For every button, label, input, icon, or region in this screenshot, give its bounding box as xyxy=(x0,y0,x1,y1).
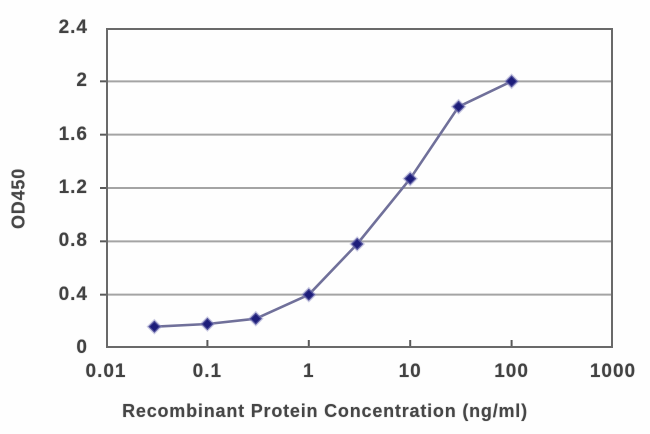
curve-line xyxy=(153,79,513,329)
x-tick-label: 0.1 xyxy=(192,361,223,382)
y-tick-label: 2.4 xyxy=(58,17,88,38)
x-tick-label: 0.01 xyxy=(85,361,127,382)
y-tick-label: 2 xyxy=(76,70,88,92)
data-point-marker xyxy=(349,236,366,252)
data-point-marker xyxy=(503,73,520,90)
y-tick-label: 0.8 xyxy=(58,230,88,252)
x-tick-label: 1 xyxy=(303,361,315,382)
y-tick-label: 1.6 xyxy=(58,123,88,145)
x-tick-label: 100 xyxy=(494,361,529,382)
plot-frame xyxy=(106,28,613,348)
data-point-marker xyxy=(402,170,419,187)
data-point-marker xyxy=(146,318,163,335)
y-tick-label: 1.2 xyxy=(58,177,88,198)
plot-area xyxy=(100,28,613,348)
y-tick-label: 0 xyxy=(76,337,88,358)
x-tick-label: 1000 xyxy=(589,361,637,382)
x-tick-label: 10 xyxy=(398,361,422,382)
data-point-marker xyxy=(300,286,317,303)
x-axis-title: Recombinant Protein Concentration (ng/ml… xyxy=(122,401,528,421)
data-point-marker xyxy=(450,98,467,115)
data-point-marker xyxy=(247,310,264,327)
y-tick-label: 0.4 xyxy=(58,283,88,305)
data-point-marker xyxy=(199,316,216,332)
